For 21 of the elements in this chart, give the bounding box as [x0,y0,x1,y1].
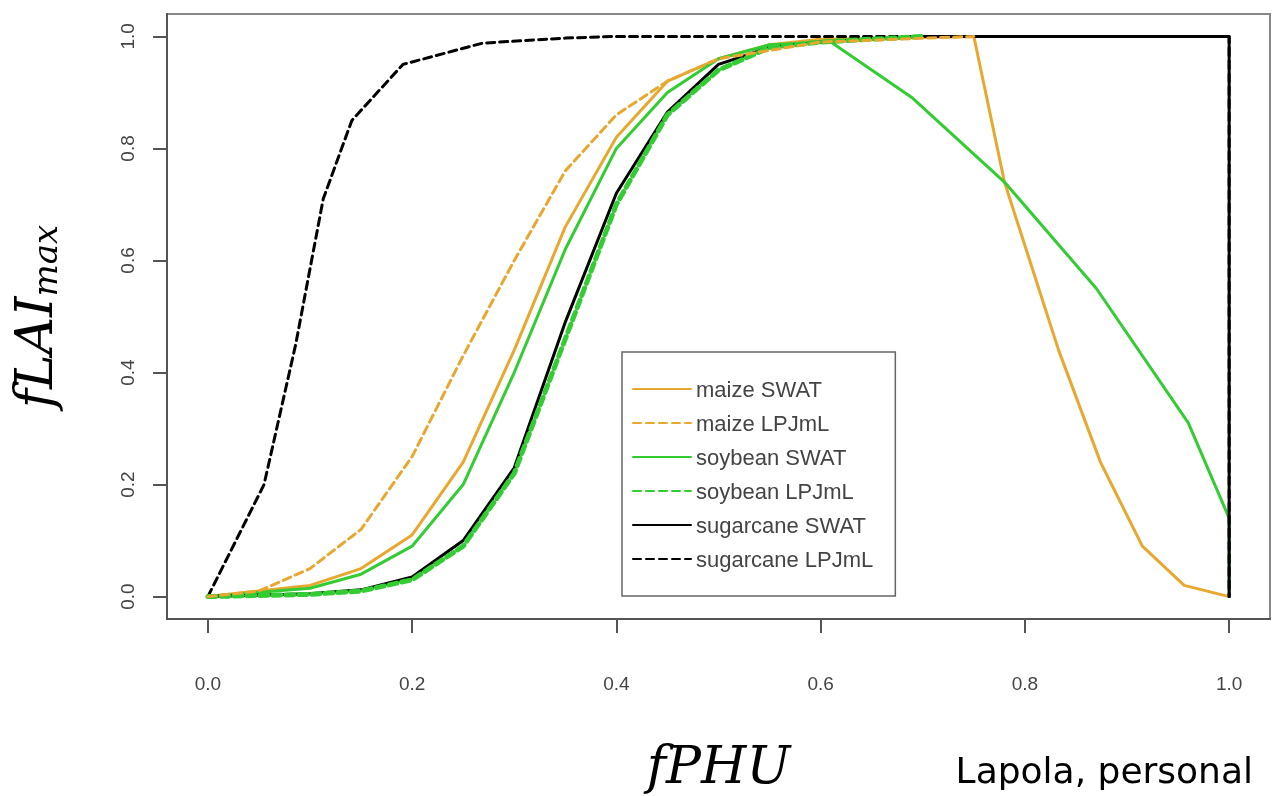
y-tick-label: 1.0 [117,23,138,50]
legend-label: maize SWAT [696,376,822,402]
y-tick-label: 0.4 [117,358,138,386]
x-tick-label: 1.0 [1215,673,1243,694]
text: Lapola, personal [955,749,1253,791]
legend-label: sugarcane SWAT [696,512,866,538]
y-tick-label: 0.0 [117,583,138,610]
legend-label: maize LPJmL [696,410,830,436]
x-tick-label: 0.4 [603,673,631,694]
legend-label: soybean LPJmL [696,478,854,504]
y-tick-label: 0.8 [117,135,138,162]
x-tick-label: 0.8 [1011,673,1039,694]
y-axis-title: fLAImax [4,224,65,413]
legend-label: sugarcane LPJmL [696,546,874,572]
x-tick-label: 0.2 [398,673,426,694]
y-tick-label: 0.6 [117,247,138,274]
x-tick-label: 0.0 [194,673,222,694]
x-tick-label: 0.6 [807,673,834,694]
legend-label: soybean SWAT [696,444,847,470]
y-tick-label: 0.2 [117,471,138,498]
x-axis-title: fPHU [642,735,793,795]
